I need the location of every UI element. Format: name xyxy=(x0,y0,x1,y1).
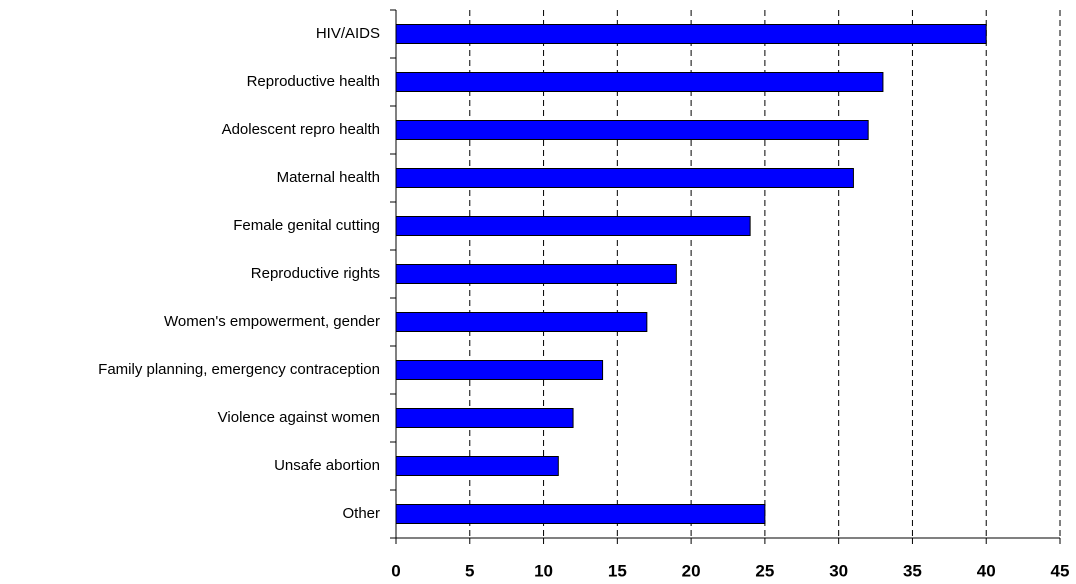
bar xyxy=(395,504,766,524)
x-tick-label: 40 xyxy=(977,561,996,580)
y-tick-label: Reproductive health xyxy=(247,73,380,90)
y-tick-label: Unsafe abortion xyxy=(274,457,380,474)
bar xyxy=(395,312,648,332)
bar xyxy=(395,216,751,236)
y-tick-label: Women's empowerment, gender xyxy=(164,313,380,330)
bar xyxy=(395,168,854,188)
y-tick-label: Violence against women xyxy=(218,409,380,426)
bar xyxy=(395,264,677,284)
y-tick-label: Female genital cutting xyxy=(233,217,380,234)
x-tick-label: 5 xyxy=(465,561,474,580)
x-tick-label: 25 xyxy=(755,561,774,580)
x-tick-label: 30 xyxy=(829,561,848,580)
x-tick-label: 45 xyxy=(1051,561,1070,580)
y-tick-label: Maternal health xyxy=(277,169,380,186)
x-tick-label: 0 xyxy=(391,561,400,580)
bar xyxy=(395,456,559,476)
bar xyxy=(395,72,884,92)
y-tick-label: Adolescent repro health xyxy=(222,121,380,138)
bar xyxy=(395,24,987,44)
y-tick-label: Family planning, emergency contraception xyxy=(98,361,380,378)
bar xyxy=(395,360,604,380)
bar xyxy=(395,408,574,428)
x-tick-label: 35 xyxy=(903,561,922,580)
x-tick-label: 20 xyxy=(682,561,701,580)
y-tick-label: HIV/AIDS xyxy=(316,25,380,42)
y-tick-label: Other xyxy=(342,505,380,522)
bar xyxy=(395,120,869,140)
x-tick-label: 10 xyxy=(534,561,553,580)
y-tick-label: Reproductive rights xyxy=(251,265,380,282)
x-tick-label: 15 xyxy=(608,561,627,580)
